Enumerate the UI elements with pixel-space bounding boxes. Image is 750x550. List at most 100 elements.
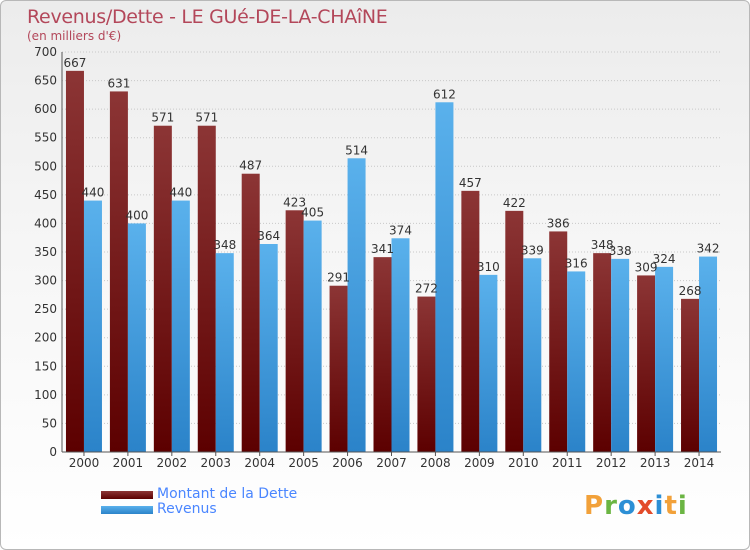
data-label-revenue: 316 xyxy=(565,256,588,270)
chart-subtitle: (en milliers d'€) xyxy=(27,29,122,43)
x-tick-label: 2005 xyxy=(288,456,319,470)
bar-debt xyxy=(109,91,128,452)
bar-revenue xyxy=(303,220,322,452)
bar-debt xyxy=(637,275,656,452)
x-tick-label: 2008 xyxy=(420,456,451,470)
y-tick-label: 500 xyxy=(34,159,57,173)
bar-debt xyxy=(417,296,436,452)
bar-revenue xyxy=(523,258,542,452)
logo-letter: i xyxy=(654,491,665,521)
data-label-revenue: 405 xyxy=(301,206,324,220)
data-label-debt: 631 xyxy=(107,76,130,90)
chart-title: Revenus/Dette - LE GUé-DE-LA-CHAîNE xyxy=(27,6,388,28)
bar-revenue xyxy=(347,158,366,453)
logo-letter: r xyxy=(604,491,618,521)
y-tick-label: 650 xyxy=(34,74,57,88)
bar-revenue xyxy=(435,102,454,453)
x-tick-label: 2004 xyxy=(244,456,275,470)
bar-debt xyxy=(593,253,612,452)
bar-debt xyxy=(153,125,172,452)
data-label-debt: 423 xyxy=(283,195,306,209)
data-label-revenue: 440 xyxy=(82,186,105,200)
data-label-debt: 457 xyxy=(459,176,482,190)
y-tick-label: 0 xyxy=(49,445,57,459)
bar-debt xyxy=(197,125,216,452)
x-tick-label: 2010 xyxy=(508,456,539,470)
bar-debt xyxy=(549,231,568,452)
data-label-debt: 341 xyxy=(371,242,394,256)
data-label-debt: 571 xyxy=(151,111,174,125)
y-tick-label: 250 xyxy=(34,302,57,316)
logo-letter: o xyxy=(617,491,637,521)
bar-debt xyxy=(373,257,392,452)
bar-revenue xyxy=(655,266,674,452)
data-label-debt: 667 xyxy=(64,56,87,70)
legend-swatch-revenue xyxy=(101,506,153,514)
y-tick-label: 50 xyxy=(42,416,57,430)
y-tick-label: 600 xyxy=(34,102,57,116)
data-label-debt: 571 xyxy=(195,111,218,125)
data-label-revenue: 338 xyxy=(609,244,632,258)
bar-revenue xyxy=(699,256,718,452)
bar-revenue xyxy=(479,274,498,452)
data-label-debt: 348 xyxy=(591,238,614,252)
bar-revenue xyxy=(83,200,102,452)
bar-revenue xyxy=(391,238,410,452)
x-tick-label: 2001 xyxy=(113,456,144,470)
x-tick-label: 2012 xyxy=(596,456,627,470)
data-label-revenue: 612 xyxy=(433,87,456,101)
x-tick-label: 2002 xyxy=(157,456,188,470)
x-tick-label: 2013 xyxy=(640,456,671,470)
data-label-revenue: 514 xyxy=(345,143,368,157)
data-label-revenue: 400 xyxy=(125,208,148,222)
x-tick-label: 2014 xyxy=(684,456,715,470)
data-label-revenue: 324 xyxy=(653,252,676,266)
bar-debt xyxy=(681,298,700,452)
y-tick-label: 450 xyxy=(34,188,57,202)
data-label-debt: 487 xyxy=(239,159,262,173)
proxiti-logo: Proxiti xyxy=(584,491,688,521)
data-label-debt: 291 xyxy=(327,271,350,285)
bar-debt xyxy=(285,210,304,452)
data-label-debt: 272 xyxy=(415,282,438,296)
y-tick-label: 100 xyxy=(34,388,57,402)
y-tick-label: 350 xyxy=(34,245,57,259)
y-tick-label: 550 xyxy=(34,131,57,145)
bar-debt xyxy=(241,173,260,452)
bar-revenue xyxy=(215,253,234,452)
axes: 0 50 100 150 200 250 300 350 400 450 500 550 600 650 7… xyxy=(34,45,721,470)
y-tick-label: 400 xyxy=(34,216,57,230)
bar-revenue xyxy=(171,200,190,452)
bar-debt xyxy=(65,70,84,452)
x-tick-label: 2007 xyxy=(376,456,407,470)
y-tick-label: 200 xyxy=(34,331,57,345)
legend-label-revenue: Revenus xyxy=(157,501,217,517)
legend-swatch-debt xyxy=(101,491,153,499)
x-tick-label: 2011 xyxy=(552,456,583,470)
bar-revenue xyxy=(127,223,146,452)
bars xyxy=(65,70,718,453)
data-label-revenue: 339 xyxy=(521,243,544,257)
y-tick-label: 300 xyxy=(34,274,57,288)
bar-debt xyxy=(505,210,524,452)
data-label-revenue: 440 xyxy=(169,186,192,200)
bar-revenue xyxy=(611,258,630,452)
bar-revenue xyxy=(259,244,278,452)
logo-letter: P xyxy=(584,491,605,521)
bar-debt xyxy=(461,190,480,452)
data-label-debt: 268 xyxy=(679,284,702,298)
logo-letter: x xyxy=(636,491,655,521)
x-tick-label: 2006 xyxy=(332,456,363,470)
data-label-revenue: 364 xyxy=(257,229,280,243)
bar-revenue xyxy=(567,271,586,452)
data-label-revenue: 310 xyxy=(477,260,500,274)
data-label-debt: 309 xyxy=(635,260,658,274)
y-tick-label: 150 xyxy=(34,359,57,373)
data-label-revenue: 348 xyxy=(213,238,236,252)
logo-letter: i xyxy=(677,491,688,521)
legend-label-debt: Montant de la Dette xyxy=(157,486,298,502)
x-tick-label: 2000 xyxy=(69,456,100,470)
